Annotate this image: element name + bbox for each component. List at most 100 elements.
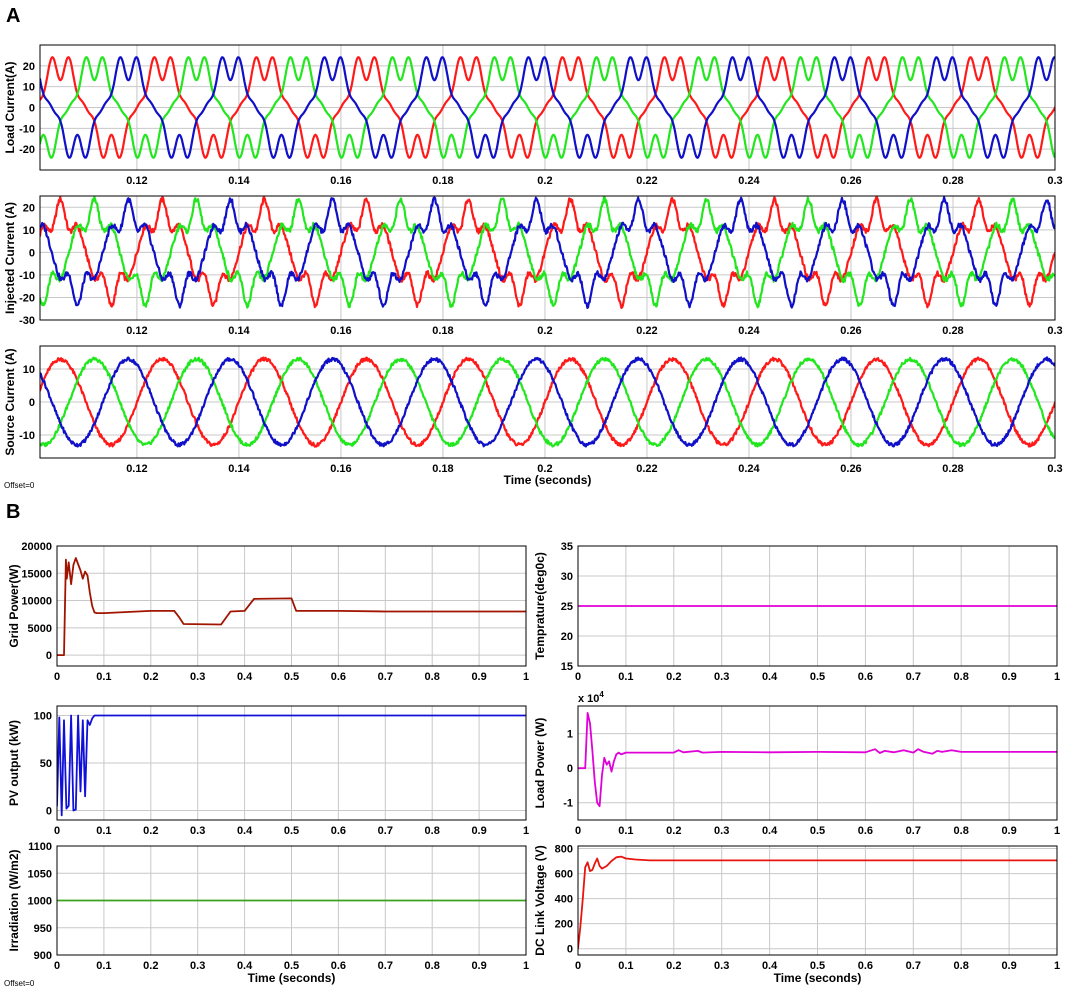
panel-letter-b: B bbox=[6, 501, 20, 523]
x-tick-label: 0.22 bbox=[636, 325, 657, 337]
x-tick-label: 0.3 bbox=[714, 825, 729, 837]
x-tick-label: 0.5 bbox=[284, 671, 299, 683]
y-axis-label: Grid Power(W) bbox=[7, 564, 21, 647]
x-tick-label: 0.6 bbox=[858, 960, 873, 972]
y-tick-label: 950 bbox=[34, 923, 52, 935]
x-tick-label: 0.16 bbox=[330, 325, 351, 337]
plot-frame bbox=[56, 545, 527, 667]
y-tick-label: 100 bbox=[34, 711, 52, 723]
y-tick-label: 15 bbox=[561, 661, 573, 673]
offset-label-a: Offset=0 bbox=[4, 481, 35, 490]
x-tick-label: 0.8 bbox=[425, 960, 440, 972]
plot-frame bbox=[577, 845, 1058, 956]
y-tick-label: 0 bbox=[567, 763, 573, 775]
x-axis-label: Time (seconds) bbox=[248, 971, 336, 985]
series-line-1 bbox=[40, 56, 1055, 159]
y-tick-label: 10000 bbox=[21, 596, 52, 608]
x-tick-label: 0.4 bbox=[237, 671, 253, 683]
x-tick-label: 0 bbox=[54, 825, 60, 837]
chart-dc_link_voltage: 0 0.1 0.2 0.3 0.4 0.5 0.6 0.7 0.8 0.9 1 0 200 400 600 8… bbox=[533, 844, 1060, 985]
plot-frame bbox=[39, 44, 1056, 171]
x-tick-label: 0.5 bbox=[810, 671, 825, 683]
x-tick-label: 0.2 bbox=[666, 825, 681, 837]
x-tick-label: 0.12 bbox=[126, 463, 147, 475]
y-axis-label: Injected Current (A) bbox=[3, 202, 17, 314]
x-tick-label: 0.8 bbox=[425, 671, 440, 683]
x-tick-label: 0.7 bbox=[378, 671, 393, 683]
series-group bbox=[578, 712, 1057, 808]
x-tick-label: 0.22 bbox=[636, 175, 657, 187]
y-tick-label: 10 bbox=[23, 82, 35, 94]
x-tick-label: 0.9 bbox=[471, 960, 486, 972]
series-line-2 bbox=[40, 356, 1055, 448]
x-tick-label: 0.4 bbox=[762, 671, 778, 683]
x-tick-label: 0.28 bbox=[942, 175, 963, 187]
y-tick-label: -30 bbox=[19, 315, 35, 327]
x-tick-label: 0.7 bbox=[378, 825, 393, 837]
y-tick-label: 400 bbox=[555, 894, 573, 906]
chart-pv_output: 0 0.1 0.2 0.3 0.4 0.5 0.6 0.7 0.8 0.9 1 0 50 100 PV ou… bbox=[7, 705, 529, 837]
y-tick-label: 20 bbox=[561, 631, 573, 643]
x-tick-label: 0.8 bbox=[954, 960, 969, 972]
plot-area bbox=[40, 196, 1055, 320]
x-tick-label: 0.3 bbox=[190, 825, 205, 837]
x-tick-label: 0.3 bbox=[714, 671, 729, 683]
x-tick-label: 0.7 bbox=[906, 671, 921, 683]
x-tick-label: 1 bbox=[1054, 671, 1060, 683]
y-tick-label: 0 bbox=[46, 806, 52, 818]
series-group bbox=[40, 356, 1055, 448]
x-tick-label: 0.14 bbox=[228, 175, 250, 187]
x-tick-label: 0.2 bbox=[143, 960, 158, 972]
y-tick-label: -20 bbox=[19, 292, 35, 304]
y-tick-label: 0 bbox=[29, 247, 35, 259]
x-tick-label: 0.6 bbox=[331, 960, 346, 972]
plot-frame bbox=[56, 705, 527, 821]
x-tick-label: 0.26 bbox=[840, 325, 861, 337]
x-tick-label: 0.14 bbox=[228, 325, 250, 337]
y-axis-label: Load Current(A) bbox=[3, 62, 17, 154]
x-tick-label: 0.12 bbox=[126, 175, 147, 187]
offset-label-b: Offset=0 bbox=[4, 979, 35, 988]
series-line-3 bbox=[40, 56, 1055, 159]
x-tick-label: 0.1 bbox=[618, 671, 633, 683]
chart-grid_power: 0 0.1 0.2 0.3 0.4 0.5 0.6 0.7 0.8 0.9 1 0 5000 10000 1… bbox=[7, 541, 529, 683]
panel-letter-a: A bbox=[6, 5, 20, 27]
series-line-1 bbox=[57, 714, 526, 817]
x-tick-label: 0.3 bbox=[1047, 463, 1062, 475]
y-tick-label: 10 bbox=[23, 364, 35, 376]
x-tick-label: 0.18 bbox=[432, 325, 453, 337]
x-tick-label: 0.4 bbox=[237, 960, 253, 972]
x-tick-label: 1 bbox=[523, 671, 529, 683]
y-tick-label: 1050 bbox=[28, 868, 52, 880]
y-tick-label: 20 bbox=[23, 202, 35, 214]
x-tick-label: 0.24 bbox=[738, 175, 760, 187]
y-tick-label: 1 bbox=[567, 729, 573, 741]
x-tick-label: 0.6 bbox=[858, 825, 873, 837]
x-tick-label: 0.1 bbox=[96, 825, 111, 837]
x-tick-label: 1 bbox=[523, 825, 529, 837]
y-tick-label: 0 bbox=[567, 944, 573, 956]
y-axis-label: Temprature(deg0c) bbox=[533, 552, 547, 660]
x-tick-label: 0.2 bbox=[143, 671, 158, 683]
y-axis-label: PV output (kW) bbox=[7, 720, 21, 806]
y-exponent-label: x 104 bbox=[578, 690, 604, 705]
chart-load_power: 0 0.1 0.2 0.3 0.4 0.5 0.6 0.7 0.8 0.9 1 -1 0 1 Load Po… bbox=[533, 690, 1060, 837]
x-tick-label: 0.3 bbox=[714, 960, 729, 972]
x-tick-label: 0.2 bbox=[537, 175, 552, 187]
x-tick-label: 0.3 bbox=[190, 671, 205, 683]
series-line-2 bbox=[40, 196, 1055, 309]
y-axis-label: DC Link Voltage (V) bbox=[533, 845, 547, 955]
x-tick-label: 0.9 bbox=[1001, 825, 1016, 837]
y-tick-label: -20 bbox=[19, 144, 35, 156]
x-tick-label: 0.5 bbox=[810, 825, 825, 837]
x-tick-label: 0.6 bbox=[331, 671, 346, 683]
x-tick-label: 0.4 bbox=[237, 825, 253, 837]
x-tick-label: 0.7 bbox=[378, 960, 393, 972]
y-tick-label: 0 bbox=[46, 650, 52, 662]
y-tick-label: 35 bbox=[561, 541, 573, 553]
series-group bbox=[57, 714, 526, 817]
series-line-1 bbox=[578, 712, 1057, 808]
plot-frame bbox=[39, 195, 1056, 321]
x-tick-label: 0.3 bbox=[1047, 175, 1062, 187]
